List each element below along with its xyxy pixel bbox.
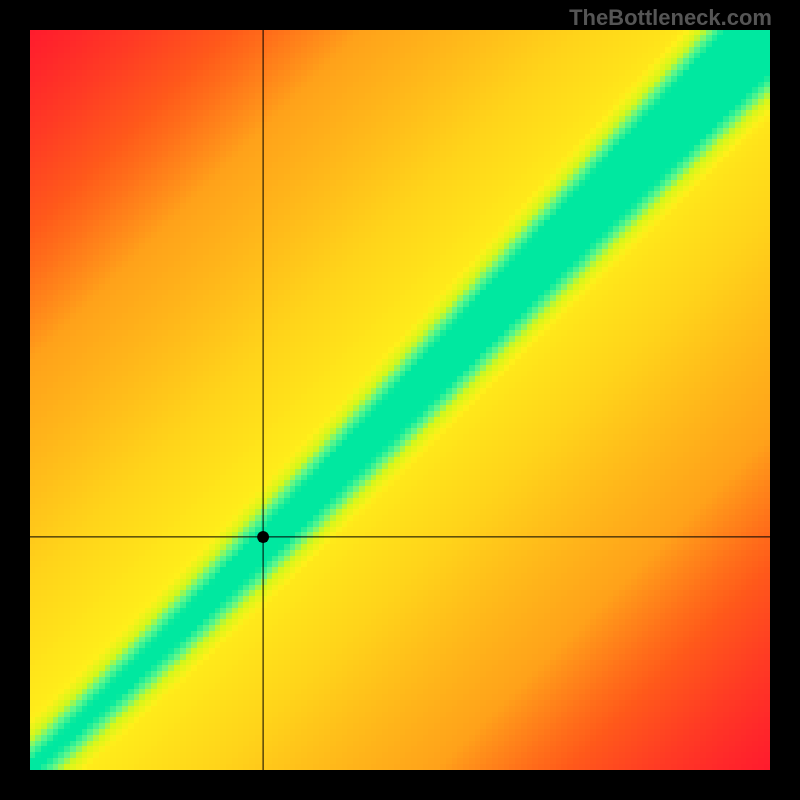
watermark-text: TheBottleneck.com bbox=[569, 5, 772, 31]
heatmap-plot-area bbox=[30, 30, 770, 770]
heatmap-canvas bbox=[30, 30, 770, 770]
chart-container: TheBottleneck.com bbox=[0, 0, 800, 800]
